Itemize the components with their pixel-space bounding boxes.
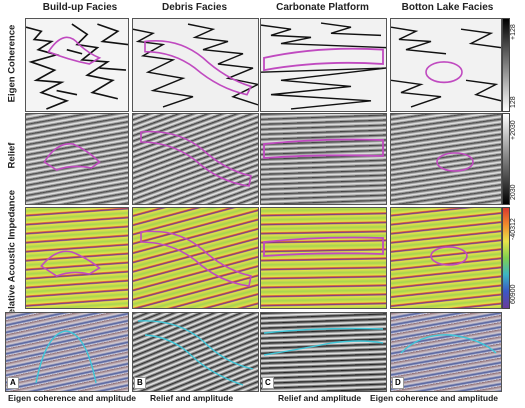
caption-a: Eigen coherence and amplitude [8, 393, 137, 403]
panel-impedance-botton-lake [390, 207, 502, 309]
panel-composite-d [390, 312, 502, 392]
panel-relief-carbonate [260, 113, 387, 205]
panel-coherence-carbonate [260, 18, 387, 112]
scale-coherence-bottom: 128 [510, 96, 517, 108]
panel-impedance-carbonate [260, 207, 387, 309]
scale-relief-bottom: 2030 [510, 184, 517, 200]
panel-composite-c [260, 312, 387, 392]
panel-relief-buildup [25, 113, 129, 205]
panel-letter-a: A [7, 377, 19, 389]
column-title-botton-lake: Botton Lake Facies [401, 2, 494, 13]
scale-relief-top: +2030 [510, 120, 517, 140]
row-label-relief: Relief [6, 142, 18, 169]
scale-relief [502, 113, 510, 205]
panel-impedance-debris [132, 207, 259, 309]
panel-coherence-buildup [25, 18, 129, 112]
row-label-relative-acoustic-impedance: Relative Acoustic Impedance [6, 189, 18, 322]
caption-b: Relief and amplitude [150, 393, 234, 403]
panel-coherence-botton-lake [390, 18, 502, 112]
panel-impedance-buildup [25, 207, 129, 309]
panel-composite-a [5, 312, 129, 392]
column-title-debris: Debris Facies [161, 2, 228, 13]
column-title-buildup: Build-up Facies [42, 2, 118, 13]
scale-coherence-top: +128 [510, 24, 517, 40]
row-label-eigen-coherence: Eigen Coherence [6, 24, 18, 103]
panel-coherence-debris [132, 18, 259, 112]
panel-composite-b [132, 312, 259, 392]
panel-letter-c: C [262, 377, 274, 389]
column-title-carbonate: Carbonate Platform [276, 2, 369, 13]
scale-impedance-top: -40312 [510, 218, 517, 240]
panel-letter-b: B [134, 377, 146, 389]
scale-impedance [502, 207, 510, 309]
panel-relief-botton-lake [390, 113, 502, 205]
scale-impedance-bottom: 60900 [510, 284, 517, 304]
caption-c: Relief and amplitude [278, 393, 362, 403]
panel-letter-d: D [392, 377, 404, 389]
scale-coherence [502, 18, 510, 112]
caption-d: Eigen coherence and amplitude [370, 393, 499, 403]
panel-relief-debris [132, 113, 259, 205]
